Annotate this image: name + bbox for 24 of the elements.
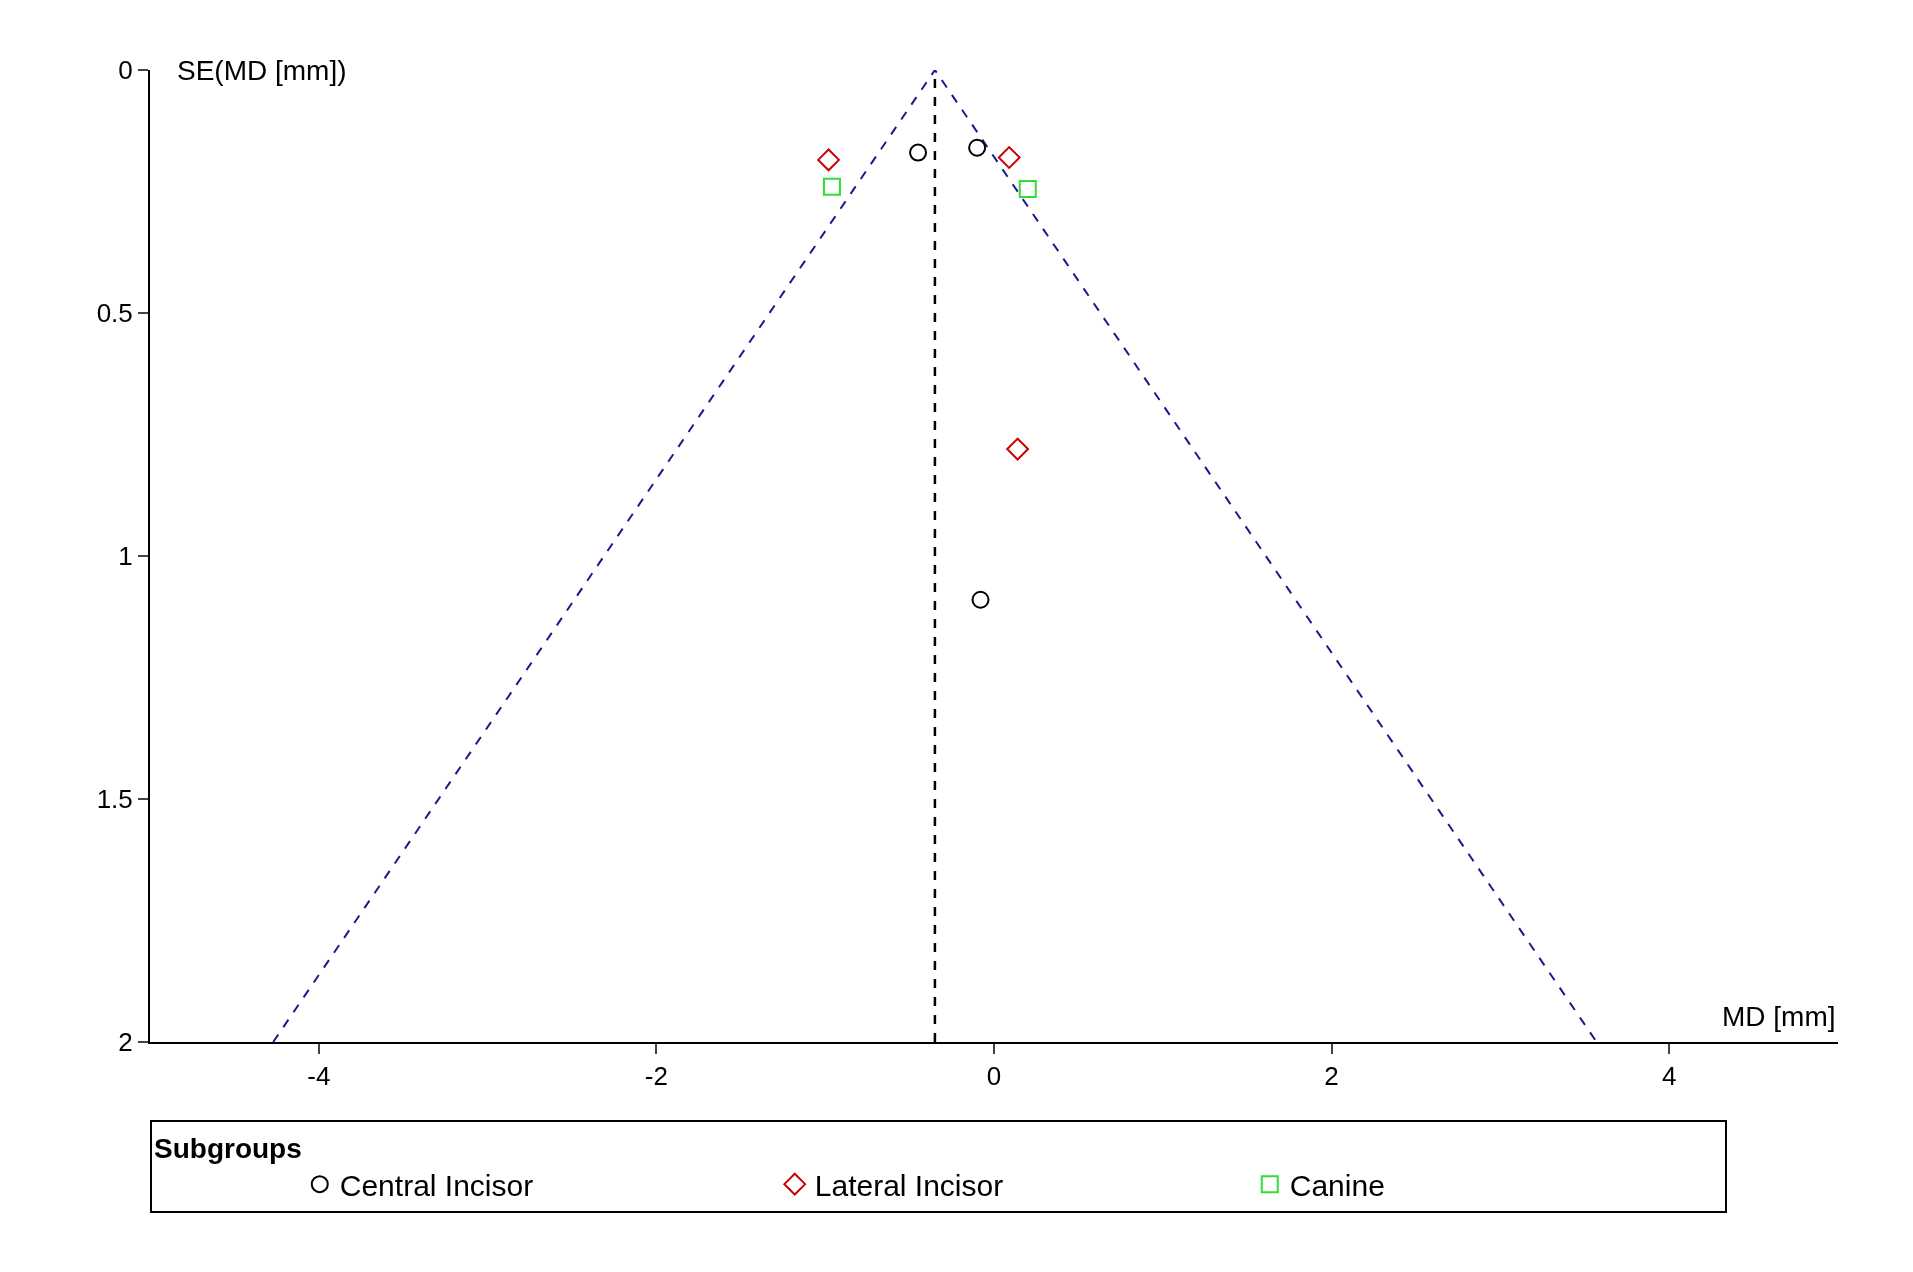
y-tick-label: 1.5 — [96, 784, 133, 815]
x-tick-label: 0 — [986, 1061, 1002, 1092]
y-tick-label: 0.5 — [96, 298, 133, 329]
x-tick-label: -2 — [644, 1061, 668, 1092]
point — [968, 138, 987, 157]
legend-label: Canine — [1289, 1168, 1385, 1202]
point — [909, 143, 928, 162]
legend-label: Lateral Incisor — [814, 1168, 1004, 1202]
x-axis-title: MD [mm] — [1722, 1001, 1836, 1032]
x-tick-label: 4 — [1661, 1061, 1677, 1092]
y-tick-label: 1 — [118, 541, 133, 572]
point — [1018, 180, 1037, 199]
legend-label: Central Incisor — [339, 1168, 534, 1202]
point — [817, 148, 840, 172]
x-tick-label: 2 — [1324, 1061, 1339, 1092]
y-axis-title: SE(MD [mm]) — [177, 55, 347, 86]
point — [1006, 437, 1030, 461]
point — [971, 590, 990, 609]
point — [822, 177, 841, 196]
legend-title: Subgroups — [154, 1133, 302, 1165]
y-tick-label: 2 — [118, 1027, 133, 1058]
x-tick-label: -4 — [307, 1061, 331, 1092]
y-tick-label: 0 — [118, 55, 133, 86]
point — [997, 146, 1021, 169]
